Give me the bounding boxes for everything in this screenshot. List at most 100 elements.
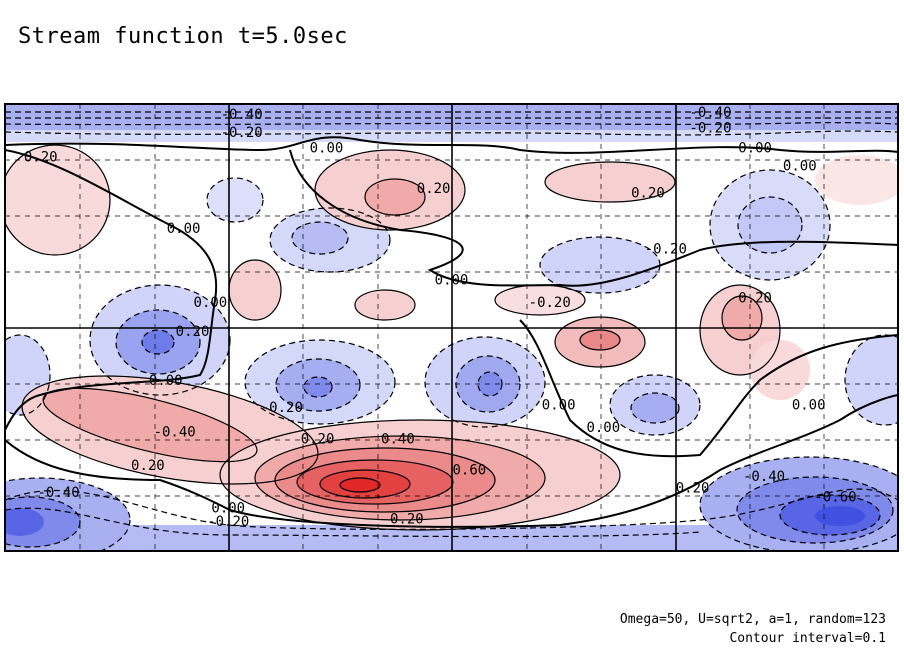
contour-line: [424, 336, 546, 428]
contour-line: [5, 121, 898, 126]
contour-label: 0.20: [738, 290, 772, 306]
contour-label: -0.20: [689, 121, 731, 137]
contour-label: 0.00: [149, 373, 183, 389]
positive-region: [365, 179, 425, 215]
plot-frame: [4, 103, 899, 552]
contour-label: 0.00: [792, 398, 826, 414]
contour-label: -0.40: [38, 485, 80, 501]
contour-line: [254, 435, 546, 521]
contour-line: [206, 177, 264, 223]
contour-label: -0.40: [221, 107, 263, 123]
contour-line: [289, 149, 898, 287]
negative-region: [845, 335, 898, 425]
positive-region: [722, 296, 762, 340]
contour-line: [5, 477, 131, 551]
contour-line: [721, 295, 763, 341]
contour-label: -0.20: [221, 125, 263, 141]
grid-lines: [5, 104, 898, 551]
contour-line: [779, 494, 881, 536]
contour-label: 0.00: [167, 221, 201, 237]
contour-label: 0.00: [194, 295, 228, 311]
negative-region: [631, 393, 679, 423]
contour-line: [274, 447, 496, 513]
contour-line: [5, 149, 218, 431]
contour-label: 0.20: [631, 185, 665, 201]
contour-label: 0.00: [542, 398, 576, 414]
contour-lines: [5, 111, 898, 551]
contour-line: [579, 329, 621, 351]
negative-region: [142, 330, 174, 354]
contour-label: 0.20: [417, 181, 451, 197]
contour-line: [89, 284, 231, 396]
contour-label: 0.20: [676, 480, 710, 496]
positive-region: [815, 155, 898, 205]
contour-line: [5, 130, 898, 136]
contour-labels: -0.40-0.20-0.40-0.200.200.000.200.000.00…: [24, 105, 857, 530]
contour-label: 0.40: [381, 431, 415, 447]
contour-line: [42, 387, 258, 463]
positive-region: [545, 162, 675, 202]
contour-label: -0.40: [689, 105, 731, 121]
contour-label: 0.00: [211, 501, 245, 517]
positive-region: [750, 340, 810, 400]
contour-line: [5, 334, 51, 416]
contour-label: 0.00: [783, 159, 817, 175]
negative-region: [738, 197, 802, 253]
contour-label: 0.20: [131, 458, 165, 474]
positive-region: [5, 145, 110, 255]
contour-label: 0.00: [586, 420, 620, 436]
contour-line: [630, 392, 680, 424]
contour-line: [291, 221, 349, 255]
major-grid-lines: [5, 104, 898, 551]
contour-line: [494, 284, 586, 316]
parameter-note: Omega=50, U=sqrt2, a=1, random=123: [619, 612, 886, 627]
contour-line: [5, 136, 898, 154]
contour-line: [354, 289, 416, 321]
contour-label: 0.00: [310, 141, 344, 157]
contour-line: [737, 196, 803, 254]
contour-line: [5, 144, 111, 256]
contour-line: [314, 149, 466, 231]
contour-line: [736, 476, 894, 544]
contour-line: [844, 334, 898, 426]
contour-line: [609, 374, 701, 436]
contour-line: [219, 419, 621, 531]
contour-line: [339, 477, 381, 493]
contour-line: [699, 284, 781, 376]
contour-label: 0.20: [24, 150, 58, 166]
contour-line: [519, 319, 898, 458]
negative-region: [292, 222, 348, 254]
contour-label: 0.20: [176, 324, 210, 340]
contour-line: [477, 371, 503, 397]
positive-region: [43, 388, 257, 462]
chart-title: Stream function t=5.0sec: [18, 24, 348, 49]
contour-label: -0.40: [154, 425, 196, 441]
contour-label: -0.20: [261, 400, 303, 416]
negative-region: [207, 178, 263, 222]
contour-label: -0.20: [529, 295, 571, 311]
positive-contours: [5, 136, 898, 531]
contour-interval-note: Contour interval=0.1: [729, 631, 886, 646]
contour-label: -0.40: [743, 469, 785, 485]
contour-label: -0.20: [645, 241, 687, 257]
negative-region: [815, 506, 865, 526]
positive-region: [495, 285, 585, 315]
contour-label: -0.60: [814, 489, 856, 505]
contour-line: [303, 376, 333, 398]
negative-region: [540, 237, 660, 293]
contour-label: 0.20: [301, 431, 335, 447]
contour-label: 0.00: [738, 141, 772, 157]
contour-line: [141, 329, 175, 355]
contour-label: 0.00: [435, 273, 469, 289]
contour-field: [5, 104, 898, 551]
contour-label: -0.20: [207, 514, 249, 530]
contour-line: [5, 496, 81, 548]
contour-line: [364, 178, 426, 216]
positive-region: [340, 478, 380, 492]
contour-line: [5, 394, 898, 528]
positive-region: [229, 260, 281, 320]
contour-line: [21, 375, 319, 485]
negative-region: [304, 377, 332, 397]
contour-label: 0.60: [453, 463, 487, 479]
